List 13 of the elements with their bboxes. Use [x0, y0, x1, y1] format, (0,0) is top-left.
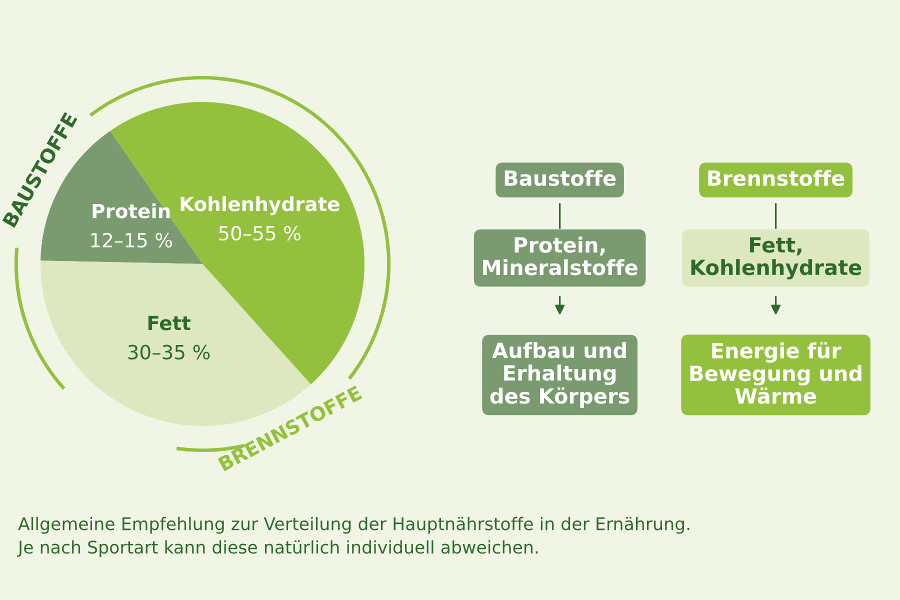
text: 12–15 % — [91, 232, 172, 248]
text: 50–55 % — [219, 226, 300, 241]
text: Allgemeine Empfehlung zur Verteilung der Hauptnährstoffe in der Ernährung. Je nach Sportart kann diese natürlich individuell abweichen. — [17, 516, 690, 558]
text: Energie für Bewegung und Wärme — [690, 342, 862, 404]
text: Aufbau und Erhaltung des Körpers — [490, 342, 630, 408]
text: Fett, Kohlenhydrate — [691, 237, 862, 280]
slice-label: Protein — [92, 203, 170, 218]
text: Protein, Mineralstoffe — [483, 236, 638, 276]
text: Baustoffe — [504, 170, 616, 186]
slice-label: Fett — [148, 316, 190, 330]
text: 30–35 % — [128, 344, 210, 360]
text: Brennstoffe — [708, 170, 844, 186]
slice-label: Kohlenhydrate — [180, 196, 340, 216]
